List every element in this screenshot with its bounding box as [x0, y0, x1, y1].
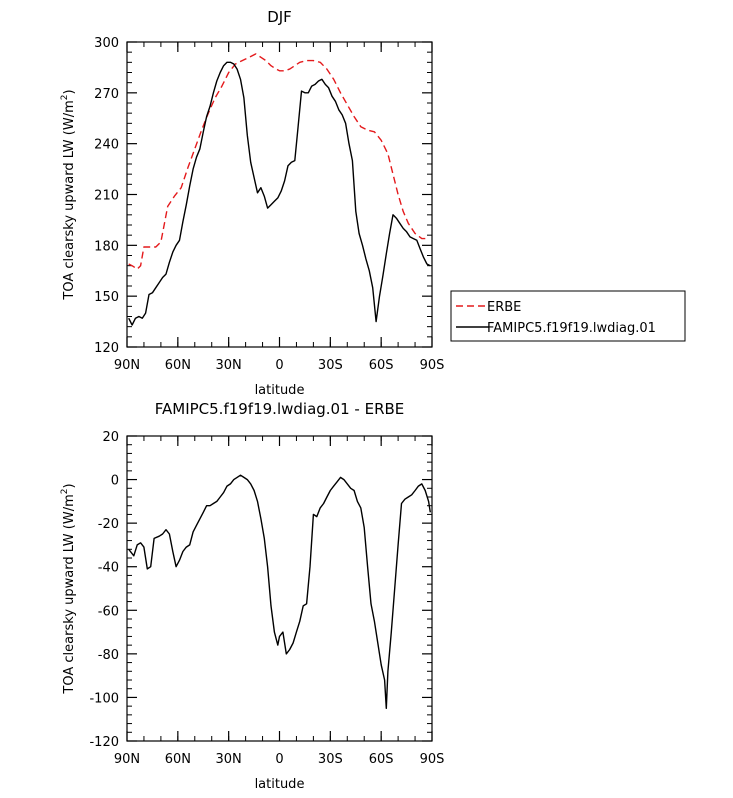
legend-label: FAMIPC5.f19f19.lwdiag.01 — [487, 321, 656, 336]
y-axis-label-end: ) — [62, 483, 77, 488]
series-line-famipc5-f19f19-lwdiag-01 — [128, 61, 431, 326]
x-tick-label: 60S — [369, 358, 394, 373]
x-tick-label: 30N — [216, 358, 242, 373]
y-tick-label: 270 — [94, 87, 119, 102]
y-tick-label: 20 — [102, 430, 119, 445]
x-tick-label: 90N — [114, 358, 140, 373]
series-line-difference — [128, 474, 431, 709]
x-axis-label: latitude — [255, 777, 305, 792]
y-tick-label: 240 — [94, 138, 119, 153]
x-tick-label: 30N — [216, 752, 242, 767]
chart-title: DJF — [267, 8, 292, 26]
x-tick-label: 60N — [165, 358, 191, 373]
x-tick-label: 60N — [165, 752, 191, 767]
x-tick-label: 90S — [420, 752, 445, 767]
top-panel: DJF 90N 60N 30N 0 30S 60S 90S 120 150 180 210 240 270… — [60, 8, 444, 398]
x-axis-label: latitude — [255, 383, 305, 398]
y-tick-label: -100 — [89, 691, 119, 706]
x-tick-label: 0 — [275, 752, 283, 767]
y-tick-label: 150 — [94, 290, 119, 305]
y-tick-label: 0 — [111, 474, 119, 489]
x-tick-label: 90N — [114, 752, 140, 767]
series-line-erbe — [128, 53, 429, 270]
y-axis-label-sup: 2 — [60, 489, 70, 495]
legend-box — [450, 290, 686, 342]
y-tick-label: -80 — [98, 648, 119, 663]
y-tick-label: 120 — [94, 341, 119, 356]
x-tick-label: 0 — [275, 358, 283, 373]
y-axis-label-sup: 2 — [60, 95, 70, 101]
chart-title: FAMIPC5.f19f19.lwdiag.01 - ERBE — [155, 400, 405, 418]
y-tick-label: 210 — [94, 189, 119, 204]
y-axis-label: TOA clearsky upward LW (W/m2) — [60, 89, 77, 300]
bottom-panel: FAMIPC5.f19f19.lwdiag.01 - ERBE 90N 60N 30N… — [60, 400, 444, 792]
y-axis-label-text: TOA clearsky upward LW (W/m — [62, 494, 77, 694]
y-tick-label: 180 — [94, 239, 119, 254]
x-tick-label: 30S — [318, 358, 343, 373]
y-tick-label: -60 — [98, 604, 119, 619]
x-tick-label: 90S — [420, 358, 445, 373]
y-tick-label: 300 — [94, 36, 119, 51]
legend: ERBE FAMIPC5.f19f19.lwdiag.01 — [450, 290, 686, 342]
y-axis-label-end: ) — [62, 89, 77, 94]
y-tick-label: -40 — [98, 561, 119, 576]
y-axis-label-text: TOA clearsky upward LW (W/m — [62, 100, 77, 300]
y-tick-label: -20 — [98, 517, 119, 532]
y-axis-label: TOA clearsky upward LW (W/m2) — [60, 483, 77, 694]
y-tick-label: -120 — [89, 735, 119, 750]
x-tick-label: 30S — [318, 752, 343, 767]
x-tick-label: 60S — [369, 752, 394, 767]
legend-label: ERBE — [487, 300, 521, 315]
